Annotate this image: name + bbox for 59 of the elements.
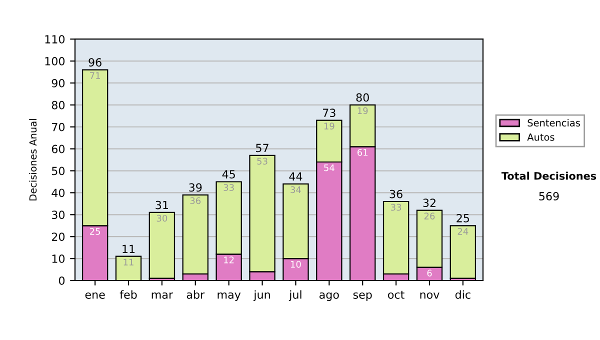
data-label: 61 bbox=[357, 148, 368, 156]
x-tick-label: abr bbox=[186, 290, 205, 299]
data-label: 54 bbox=[324, 164, 334, 172]
y-tick-label: 20 bbox=[52, 232, 65, 241]
legend-label: Sentencias bbox=[528, 118, 580, 127]
x-tick-label: jun bbox=[253, 290, 270, 301]
data-label: 71 bbox=[90, 72, 100, 79]
y-tick-label: 110 bbox=[45, 35, 65, 44]
y-tick-label: 70 bbox=[52, 122, 65, 132]
data-label: 11 bbox=[124, 258, 134, 266]
x-tick-label: may bbox=[218, 292, 241, 301]
data-label: 6 bbox=[427, 270, 432, 277]
data-label: 10 bbox=[290, 260, 301, 268]
total-label: 32 bbox=[423, 198, 436, 208]
x-tick-label: feb bbox=[120, 290, 137, 299]
data-label: 34 bbox=[290, 186, 301, 194]
data-label: 33 bbox=[224, 184, 234, 191]
x-tick-label: sep bbox=[353, 292, 372, 301]
x-tick-label: dic bbox=[455, 290, 470, 299]
text: 569 bbox=[539, 192, 559, 200]
data-label: 25 bbox=[90, 228, 100, 235]
total-label: 45 bbox=[222, 170, 235, 178]
total-label: 11 bbox=[122, 244, 135, 253]
x-tick-label: jul bbox=[288, 290, 302, 301]
y-tick-label: 40 bbox=[52, 188, 65, 198]
y-tick-label: 10 bbox=[52, 254, 65, 263]
text: Total Decisiones bbox=[501, 172, 596, 180]
legend-label: Autos bbox=[527, 134, 554, 141]
data-label: 19 bbox=[358, 107, 368, 114]
y-tick-label: 90 bbox=[52, 78, 65, 88]
x-tick-label: mar bbox=[152, 292, 174, 299]
data-label: 26 bbox=[424, 212, 435, 220]
y-tick-label: 100 bbox=[45, 57, 65, 66]
x-tick-label: nov bbox=[420, 292, 440, 299]
total-label: 57 bbox=[256, 144, 268, 152]
x-tick-label: oct bbox=[388, 290, 404, 299]
y-tick-label: 30 bbox=[52, 210, 65, 220]
total-label: 96 bbox=[88, 58, 102, 67]
y-tick-label: 0 bbox=[58, 276, 65, 285]
total-label: 31 bbox=[156, 200, 168, 210]
data-label: 19 bbox=[324, 122, 334, 130]
data-label: 30 bbox=[156, 214, 168, 222]
total-label: 36 bbox=[390, 190, 402, 198]
x-tick-label: ago bbox=[320, 292, 339, 301]
total-label: 73 bbox=[323, 108, 336, 118]
y-tick-label: 50 bbox=[52, 166, 65, 176]
y-tick-label: 60 bbox=[52, 144, 65, 154]
data-label: 36 bbox=[190, 197, 201, 204]
data-label: 53 bbox=[257, 158, 268, 165]
data-label: 24 bbox=[458, 228, 468, 235]
total-label: 25 bbox=[456, 214, 470, 222]
data-label: 12 bbox=[224, 256, 234, 264]
x-tick-label: ene bbox=[85, 292, 105, 299]
total-label: 39 bbox=[189, 183, 202, 192]
total-label: 44 bbox=[289, 172, 302, 181]
y-axis-title: Decisiones Anual bbox=[29, 119, 37, 200]
data-label: 33 bbox=[390, 204, 402, 211]
y-tick-label: 80 bbox=[52, 100, 65, 110]
total-label: 80 bbox=[356, 93, 369, 102]
